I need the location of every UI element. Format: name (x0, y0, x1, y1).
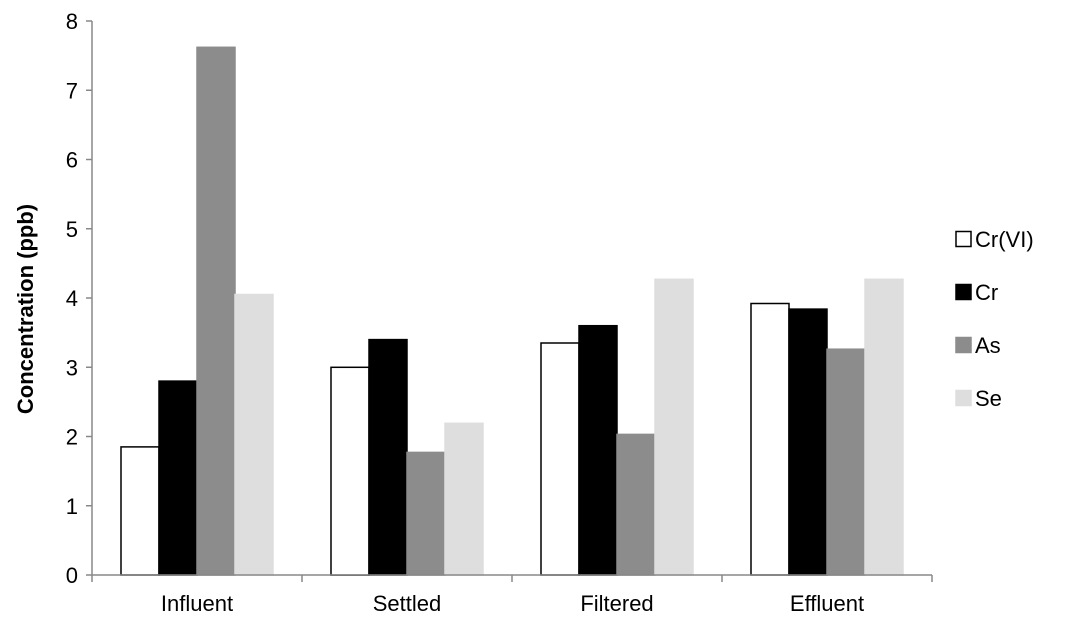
bar-influent-as (196, 46, 236, 576)
y-tick-label: 8 (66, 9, 78, 34)
y-tick-label: 0 (66, 563, 78, 588)
bar-filtered-cr (578, 324, 618, 576)
bar-effluent-se (864, 278, 904, 576)
bar-settled-as (406, 451, 446, 576)
x-tick-label-influent: Influent (161, 591, 233, 616)
labels-layer: 0 1 2 3 4 5 6 7 8 Influent Settled Filtered Effluent (66, 9, 864, 616)
bar-influent-crvi (120, 446, 160, 576)
bar-effluent-crvi (750, 302, 790, 576)
x-tick-label-effluent: Effluent (790, 591, 864, 616)
legend-label-as: As (975, 333, 1001, 358)
y-tick-label: 4 (66, 286, 78, 311)
legend: Cr(VI) Cr As Se (955, 227, 1034, 411)
bars-layer (120, 46, 904, 576)
y-tick-label: 3 (66, 355, 78, 380)
legend-swatch-as (955, 336, 972, 354)
y-axis-title: Concentration (ppb) (13, 204, 38, 414)
bar-filtered-crvi (540, 342, 580, 576)
bar-settled-crvi (330, 366, 370, 576)
bar-settled-cr (368, 338, 408, 576)
bar-filtered-as (616, 433, 656, 576)
legend-swatch-cr (955, 283, 972, 301)
bar-settled-se (444, 422, 484, 576)
legend-label-cr: Cr (975, 280, 998, 305)
x-tick-label-settled: Settled (373, 591, 442, 616)
legend-swatch-crvi (955, 230, 972, 248)
bar-effluent-as (826, 348, 866, 576)
legend-swatch-se (955, 389, 972, 407)
y-tick-label: 1 (66, 494, 78, 519)
bar-effluent-cr (788, 308, 828, 576)
y-tick-label: 2 (66, 425, 78, 450)
bar-influent-cr (158, 380, 198, 576)
axes-layer (86, 20, 933, 582)
legend-label-se: Se (975, 386, 1002, 411)
y-tick-label: 5 (66, 217, 78, 242)
bar-filtered-se (654, 278, 694, 576)
bar-influent-se (234, 293, 274, 576)
legend-label-crvi: Cr(VI) (975, 227, 1034, 252)
y-tick-label: 7 (66, 78, 78, 103)
x-tick-label-filtered: Filtered (580, 591, 653, 616)
y-tick-label: 6 (66, 148, 78, 173)
